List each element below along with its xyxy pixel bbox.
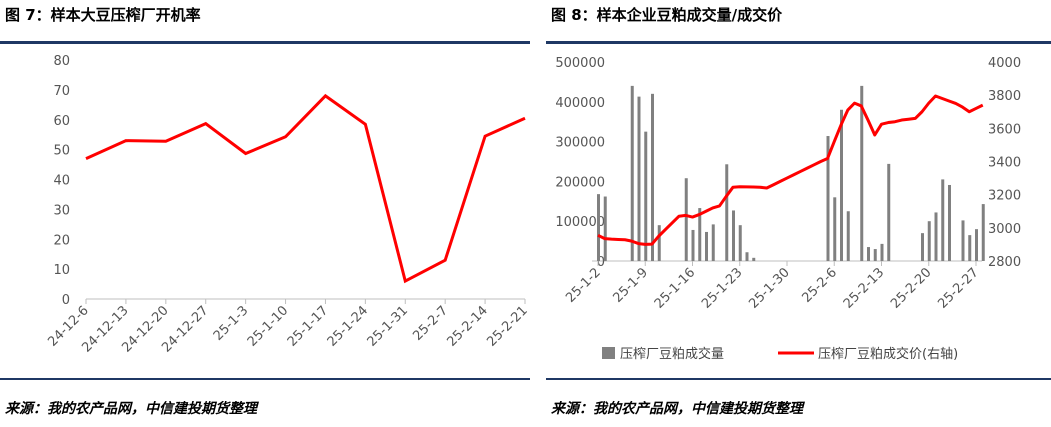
y-tick-label: 20 [53,233,70,248]
footer-rule [546,378,1051,380]
volume-bar [880,243,884,261]
x-tick-label: 25-1-24 [325,303,371,349]
volume-bar [867,247,870,261]
volume-bar [846,211,850,261]
chart-source: 来源：我的农产品网，中信建投期货整理 [5,401,257,417]
volume-bar [732,210,735,261]
series-line [85,93,526,284]
y-left-tick-label: 400000 [555,96,605,111]
volume-bar [657,225,661,261]
volume-bar [887,163,891,261]
volume-bar [941,179,945,261]
price-line [597,94,984,246]
volume-bar [651,93,654,261]
volume-bar [698,208,702,261]
x-tick-label: 25-1-23 [699,265,745,311]
legend-bar-swatch [602,347,615,359]
x-tick-label: 25-1-16 [652,265,698,311]
volume-bar [948,184,951,261]
volume-bar [752,257,756,261]
volume-bar [691,229,695,261]
volume-bar [833,197,837,261]
volume-bar [840,109,843,261]
x-tick-label: 25-1-30 [746,265,792,311]
x-tick-label: 25-1-31 [365,303,411,349]
volume-bar [927,221,931,261]
y-left-tick-label: 200000 [555,175,605,190]
y-tick-label: 70 [53,84,70,99]
y-right-tick-label: 3400 [988,156,1021,171]
soymeal-volume-price-chart: 0 100000 200000 300000 400000 500000 2800 3000 3… [555,56,1021,362]
volume-bar [745,252,749,261]
volume-bar [968,235,972,261]
title-rule [546,41,1051,44]
utilization-line-chart: 0102030405060708024-12-624-12-1324-12-20… [45,54,530,356]
y-tick-label: 80 [53,54,70,69]
x-tick-label: 25-1-10 [245,303,291,349]
chart-source: 来源：我的农产品网，中信建投期货整理 [551,401,803,417]
y-left-tick-label: 0 [597,255,605,270]
y-tick-label: 60 [53,114,70,129]
volume-bar [738,225,742,261]
footer-rule [0,378,530,380]
y-right-tick-label: 3200 [988,189,1021,204]
x-tick-label: 25-2-27 [935,265,981,311]
volume-bar [873,249,877,261]
x-tick-label: 25-1-2 [563,265,604,306]
y-right-tick-label: 3000 [988,222,1021,237]
y-tick-label: 0 [62,293,70,308]
y-left-tick-label: 300000 [555,136,605,151]
x-tick-label: 25-2-21 [484,303,530,349]
volume-bar [921,233,924,261]
volume-bar [975,229,978,261]
volume-bar [705,231,708,261]
y-right-tick-label: 2800 [988,255,1021,270]
y-left-tick-label: 100000 [555,215,605,230]
legend-line-label: 压榨厂豆粕成交价(右轴) [818,346,958,362]
chart-title: 图 7：样本大豆压榨厂开机率 [5,6,201,24]
y-right-tick-label: 3800 [988,89,1021,104]
y-right-tick-label: 3600 [988,122,1021,137]
volume-bar [630,85,634,261]
volume-bar [826,136,830,261]
volume-bar [934,212,938,261]
volume-bar [725,164,729,261]
volume-bar [637,96,641,261]
x-tick-label: 25-2-20 [888,265,934,311]
y-right-tick-label: 4000 [988,56,1021,71]
x-tick-label: 25-2-14 [444,303,490,349]
volume-bar [684,178,688,261]
volume-bar [961,220,965,261]
y-left-tick-label: 500000 [555,56,605,71]
volume-bar [644,131,648,261]
volume-bar [603,196,607,261]
y-tick-label: 50 [53,144,70,159]
x-tick-label: 25-2-13 [841,265,887,311]
x-tick-label: 25-1-9 [610,265,651,306]
x-tick-label: 25-2-6 [799,265,840,306]
y-tick-label: 10 [53,263,70,278]
title-rule [0,41,530,44]
volume-bar [860,85,864,261]
volume-bar [711,224,715,261]
y-tick-label: 40 [53,174,70,189]
legend-bar-label: 压榨厂豆粕成交量 [620,346,724,362]
x-tick-label: 25-1-17 [285,303,331,349]
volume-bar [981,204,985,261]
y-tick-label: 30 [53,203,70,218]
volume-bar [597,194,600,261]
chart-title: 图 8：样本企业豆粕成交量/成交价 [551,6,783,24]
